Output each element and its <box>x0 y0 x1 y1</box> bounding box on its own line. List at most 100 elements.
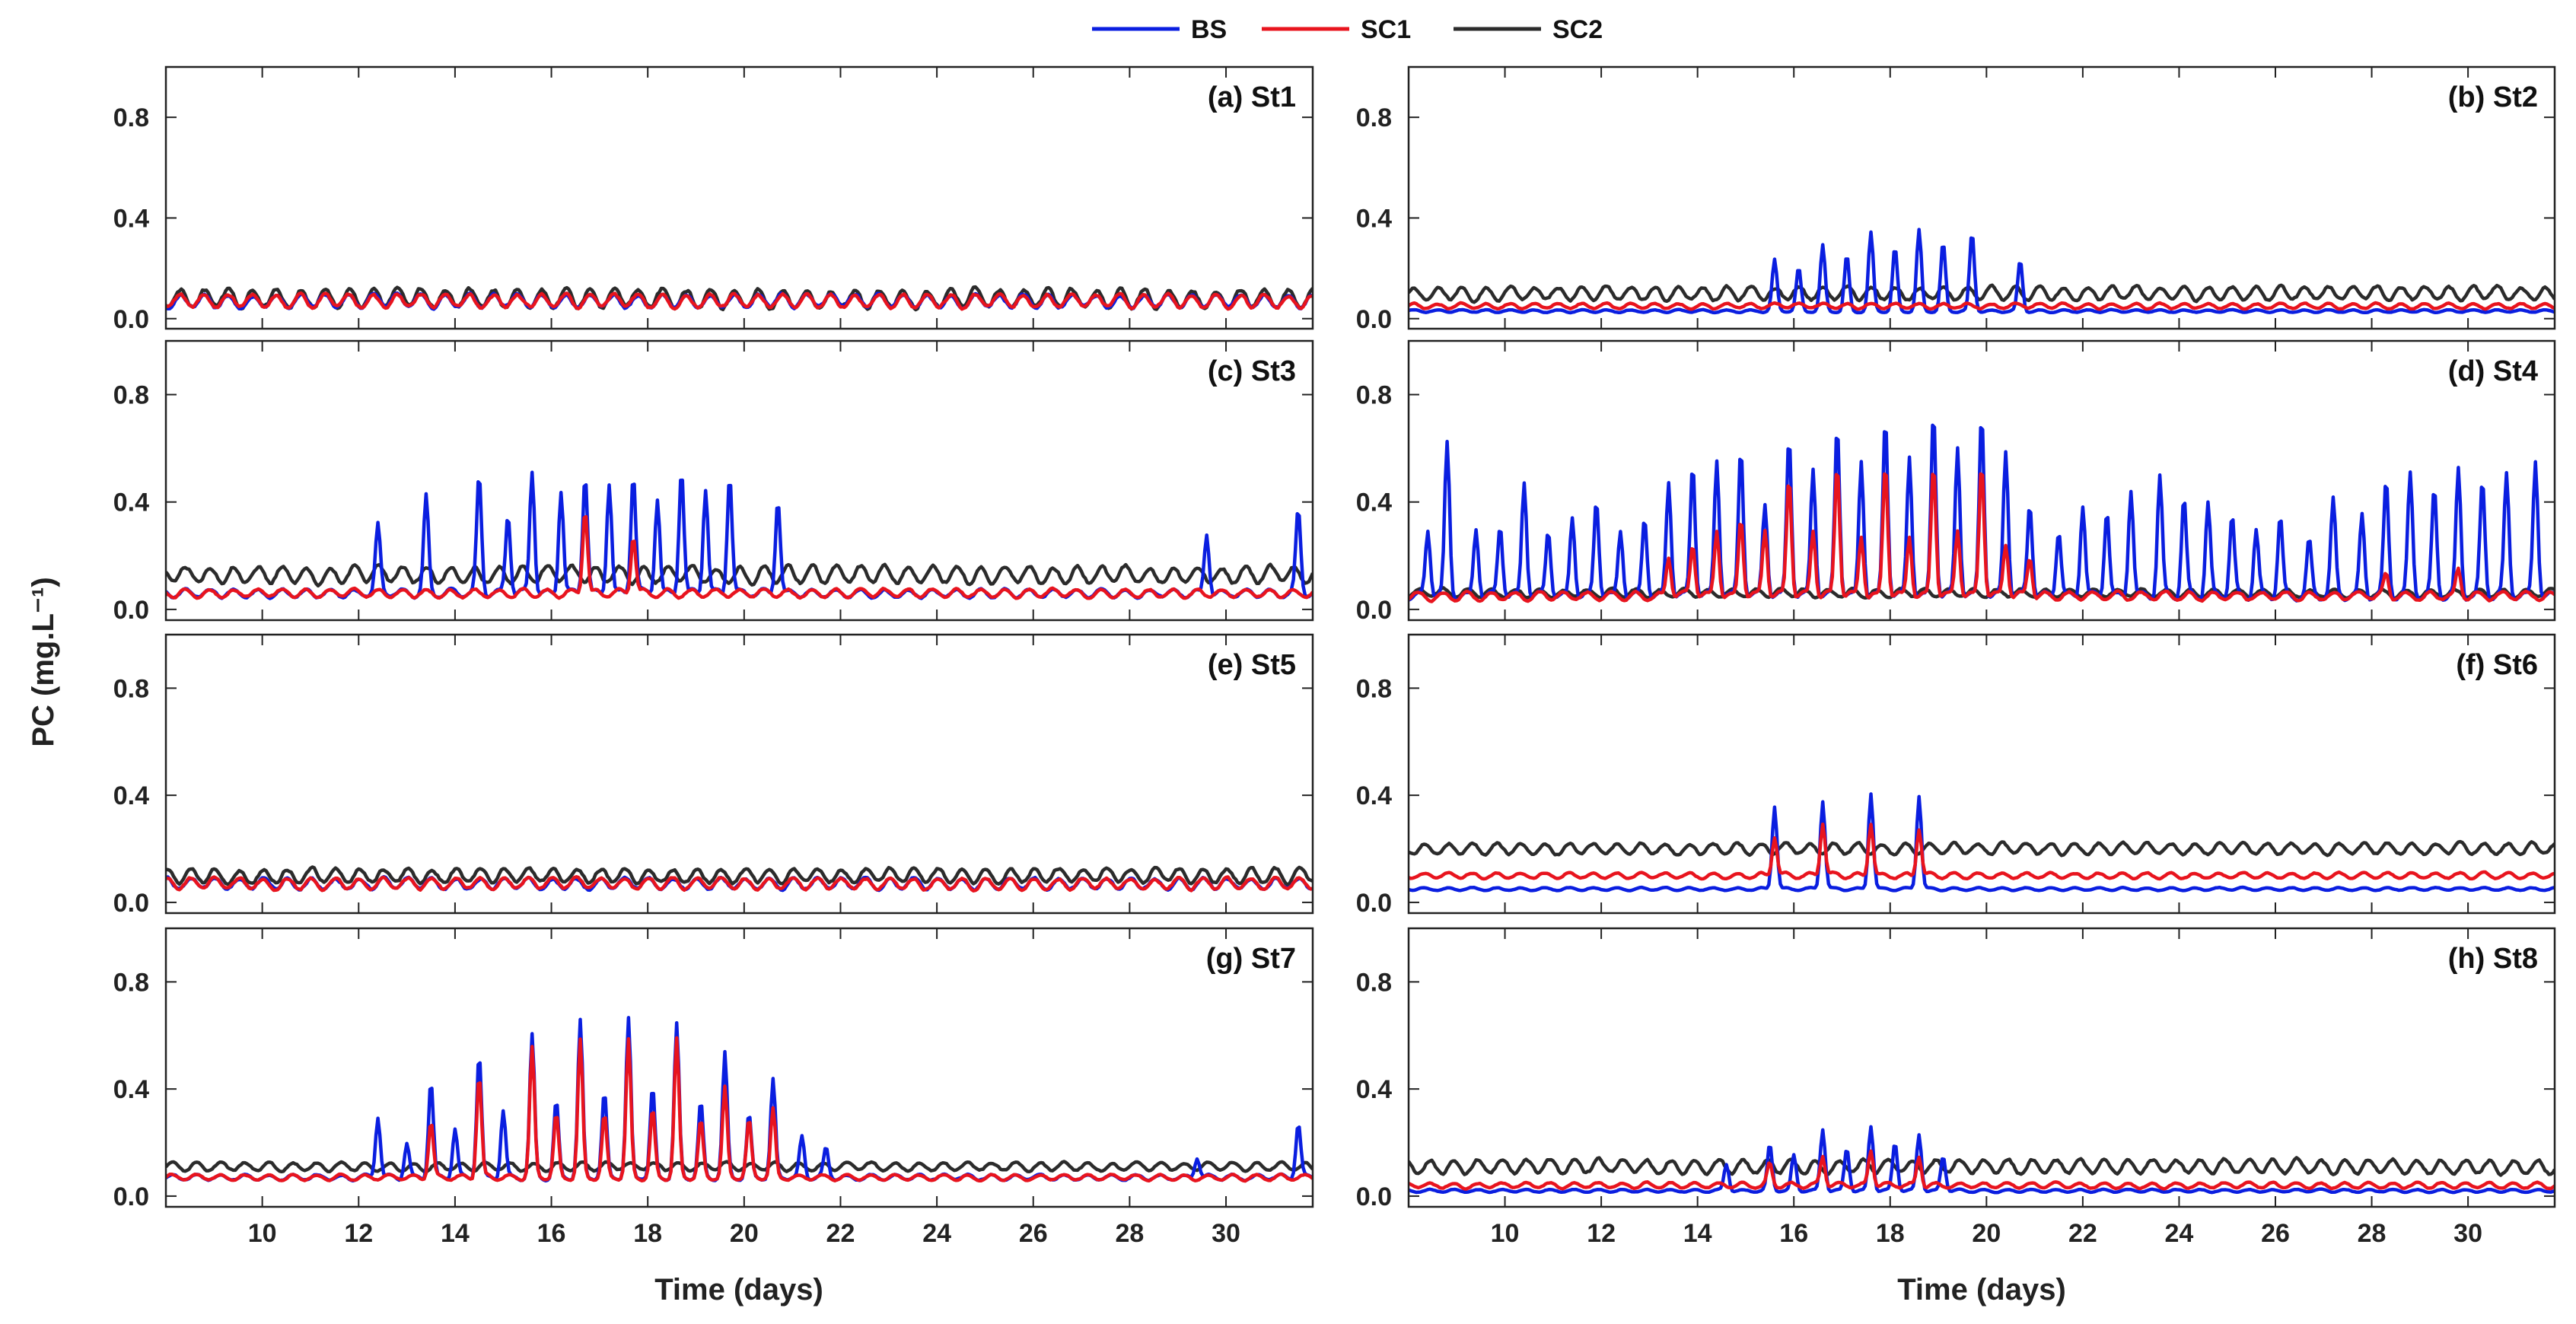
y-tick-label: 0.0 <box>1356 1182 1392 1211</box>
series-line-bs <box>1409 792 2555 893</box>
panel-1: 0.0 0.4 0.8 (a) St1 <box>113 65 1314 334</box>
y-tick-label: 0.0 <box>113 889 149 918</box>
legend-item-sc1: SC1 <box>1262 15 1411 44</box>
y-tick-label: 0.8 <box>1356 674 1392 703</box>
series-group <box>1409 792 2555 893</box>
series-group <box>1409 1125 2555 1195</box>
y-tick-label: 0.4 <box>1356 489 1392 517</box>
plot-frame <box>1407 65 2556 330</box>
panel-label: (h) St8 <box>2448 943 2538 975</box>
series-line-sc1 <box>1409 822 2555 881</box>
series-line-bs <box>1409 1125 2555 1195</box>
y-tick-label: 0.8 <box>113 381 149 410</box>
plot-frame <box>164 633 1314 915</box>
panel-2: 0.0 0.4 0.8 (b) St2 <box>1356 65 2556 334</box>
y-tick-label: 0.0 <box>1356 889 1392 918</box>
y-tick-label: 0.4 <box>1356 1075 1392 1104</box>
series-group <box>166 865 1313 893</box>
series-line-bs <box>1409 423 2555 603</box>
series-line-sc2 <box>1409 839 2555 858</box>
y-tick-label: 0.4 <box>113 204 149 233</box>
series-group <box>1409 423 2555 603</box>
panel-label: (f) St6 <box>2456 649 2538 681</box>
y-tick-label: 0.8 <box>1356 381 1392 410</box>
x-tick-label: 22 <box>826 1219 855 1248</box>
x-tick-label: 22 <box>2068 1219 2097 1248</box>
x-tick-label: 16 <box>537 1219 566 1248</box>
y-tick-label: 0.4 <box>113 489 149 517</box>
panel-8: 0.0 0.4 0.8 10 12 14 16 18 20 22 24 26 28 30 (h) St8 <box>1356 927 2556 1248</box>
y-tick-label: 0.0 <box>113 596 149 625</box>
panel-label: (g) St7 <box>1206 943 1296 975</box>
panel-5: 0.0 0.4 0.8 (e) St5 <box>113 633 1314 918</box>
y-tick-label: 0.8 <box>1356 103 1392 132</box>
x-tick-label: 24 <box>922 1219 951 1248</box>
x-tick-label: 20 <box>1972 1219 2001 1248</box>
panel-label: (a) St1 <box>1208 81 1296 113</box>
panel-7: 0.0 0.4 0.8 10 12 14 16 18 20 22 24 26 28 30 (g) St7 <box>113 927 1314 1248</box>
y-tick-label: 0.4 <box>113 781 149 810</box>
legend-item-bs: BS <box>1092 15 1227 44</box>
series-group <box>166 285 1313 312</box>
series-line-sc2 <box>1409 586 2555 600</box>
x-tick-label: 26 <box>2261 1219 2290 1248</box>
x-tick-label: 20 <box>730 1219 759 1248</box>
plot-frame <box>1407 633 2556 915</box>
y-tick-label: 0.0 <box>113 305 149 334</box>
panel-6: 0.0 0.4 0.8 (f) St6 <box>1356 633 2556 918</box>
series-group <box>1409 228 2555 315</box>
x-tick-label: 14 <box>1683 1219 1712 1248</box>
legend-item-sc2: SC2 <box>1454 15 1603 44</box>
x-tick-label: 18 <box>633 1219 662 1248</box>
series-group <box>166 470 1313 600</box>
panel-label: (e) St5 <box>1208 649 1296 681</box>
y-tick-label: 0.4 <box>1356 781 1392 810</box>
series-line-sc2 <box>1409 1156 2555 1177</box>
series-line-sc2 <box>1409 283 2555 304</box>
y-tick-label: 0.0 <box>113 1182 149 1211</box>
x-tick-label: 30 <box>2453 1219 2482 1248</box>
y-tick-label: 0.8 <box>113 968 149 997</box>
series-line-sc2 <box>166 562 1313 588</box>
x-tick-label: 12 <box>344 1219 373 1248</box>
y-tick-label: 0.4 <box>113 1075 149 1104</box>
x-tick-label: 14 <box>441 1219 470 1248</box>
x-tick-label: 26 <box>1019 1219 1048 1248</box>
y-tick-label: 0.0 <box>1356 596 1392 625</box>
y-tick-label: 0.8 <box>1356 968 1392 997</box>
series-line-sc1 <box>166 875 1313 893</box>
x-axis-title-right: Time (days) <box>1897 1273 2066 1306</box>
series-line-sc1 <box>166 1036 1313 1183</box>
series-line-sc2 <box>166 865 1313 886</box>
x-tick-label: 18 <box>1876 1219 1905 1248</box>
y-tick-label: 0.0 <box>1356 305 1392 334</box>
legend: BS SC1 SC2 <box>1092 15 1603 44</box>
legend-label: BS <box>1191 15 1227 44</box>
series-line-sc1 <box>1409 301 2555 311</box>
series-line-sc1 <box>166 514 1313 600</box>
series-line-sc1 <box>1409 1149 2555 1191</box>
series-line-sc1 <box>166 291 1313 311</box>
legend-label: SC1 <box>1361 15 1411 44</box>
plot-frame <box>164 339 1314 622</box>
series-line-sc1 <box>1409 472 2555 603</box>
plot-frame <box>1407 339 2556 622</box>
panel-label: (c) St3 <box>1208 355 1296 387</box>
y-tick-label: 0.8 <box>113 674 149 703</box>
panel-3: 0.0 0.4 0.8 (c) St3 <box>113 339 1314 625</box>
series-line-bs <box>1409 228 2555 315</box>
x-tick-label: 10 <box>248 1219 277 1248</box>
x-tick-label: 12 <box>1587 1219 1616 1248</box>
plot-frame <box>164 927 1314 1208</box>
plot-frame <box>1407 927 2556 1208</box>
x-tick-label: 28 <box>2358 1219 2387 1248</box>
y-axis-title: PC (mg.L⁻¹) <box>27 577 60 746</box>
y-tick-label: 0.4 <box>1356 204 1392 233</box>
x-axis-title-left: Time (days) <box>654 1273 823 1306</box>
series-line-sc2 <box>166 1160 1313 1174</box>
plot-frame <box>164 65 1314 330</box>
x-tick-label: 10 <box>1491 1219 1520 1248</box>
x-tick-label: 16 <box>1779 1219 1808 1248</box>
x-tick-label: 24 <box>2165 1219 2194 1248</box>
